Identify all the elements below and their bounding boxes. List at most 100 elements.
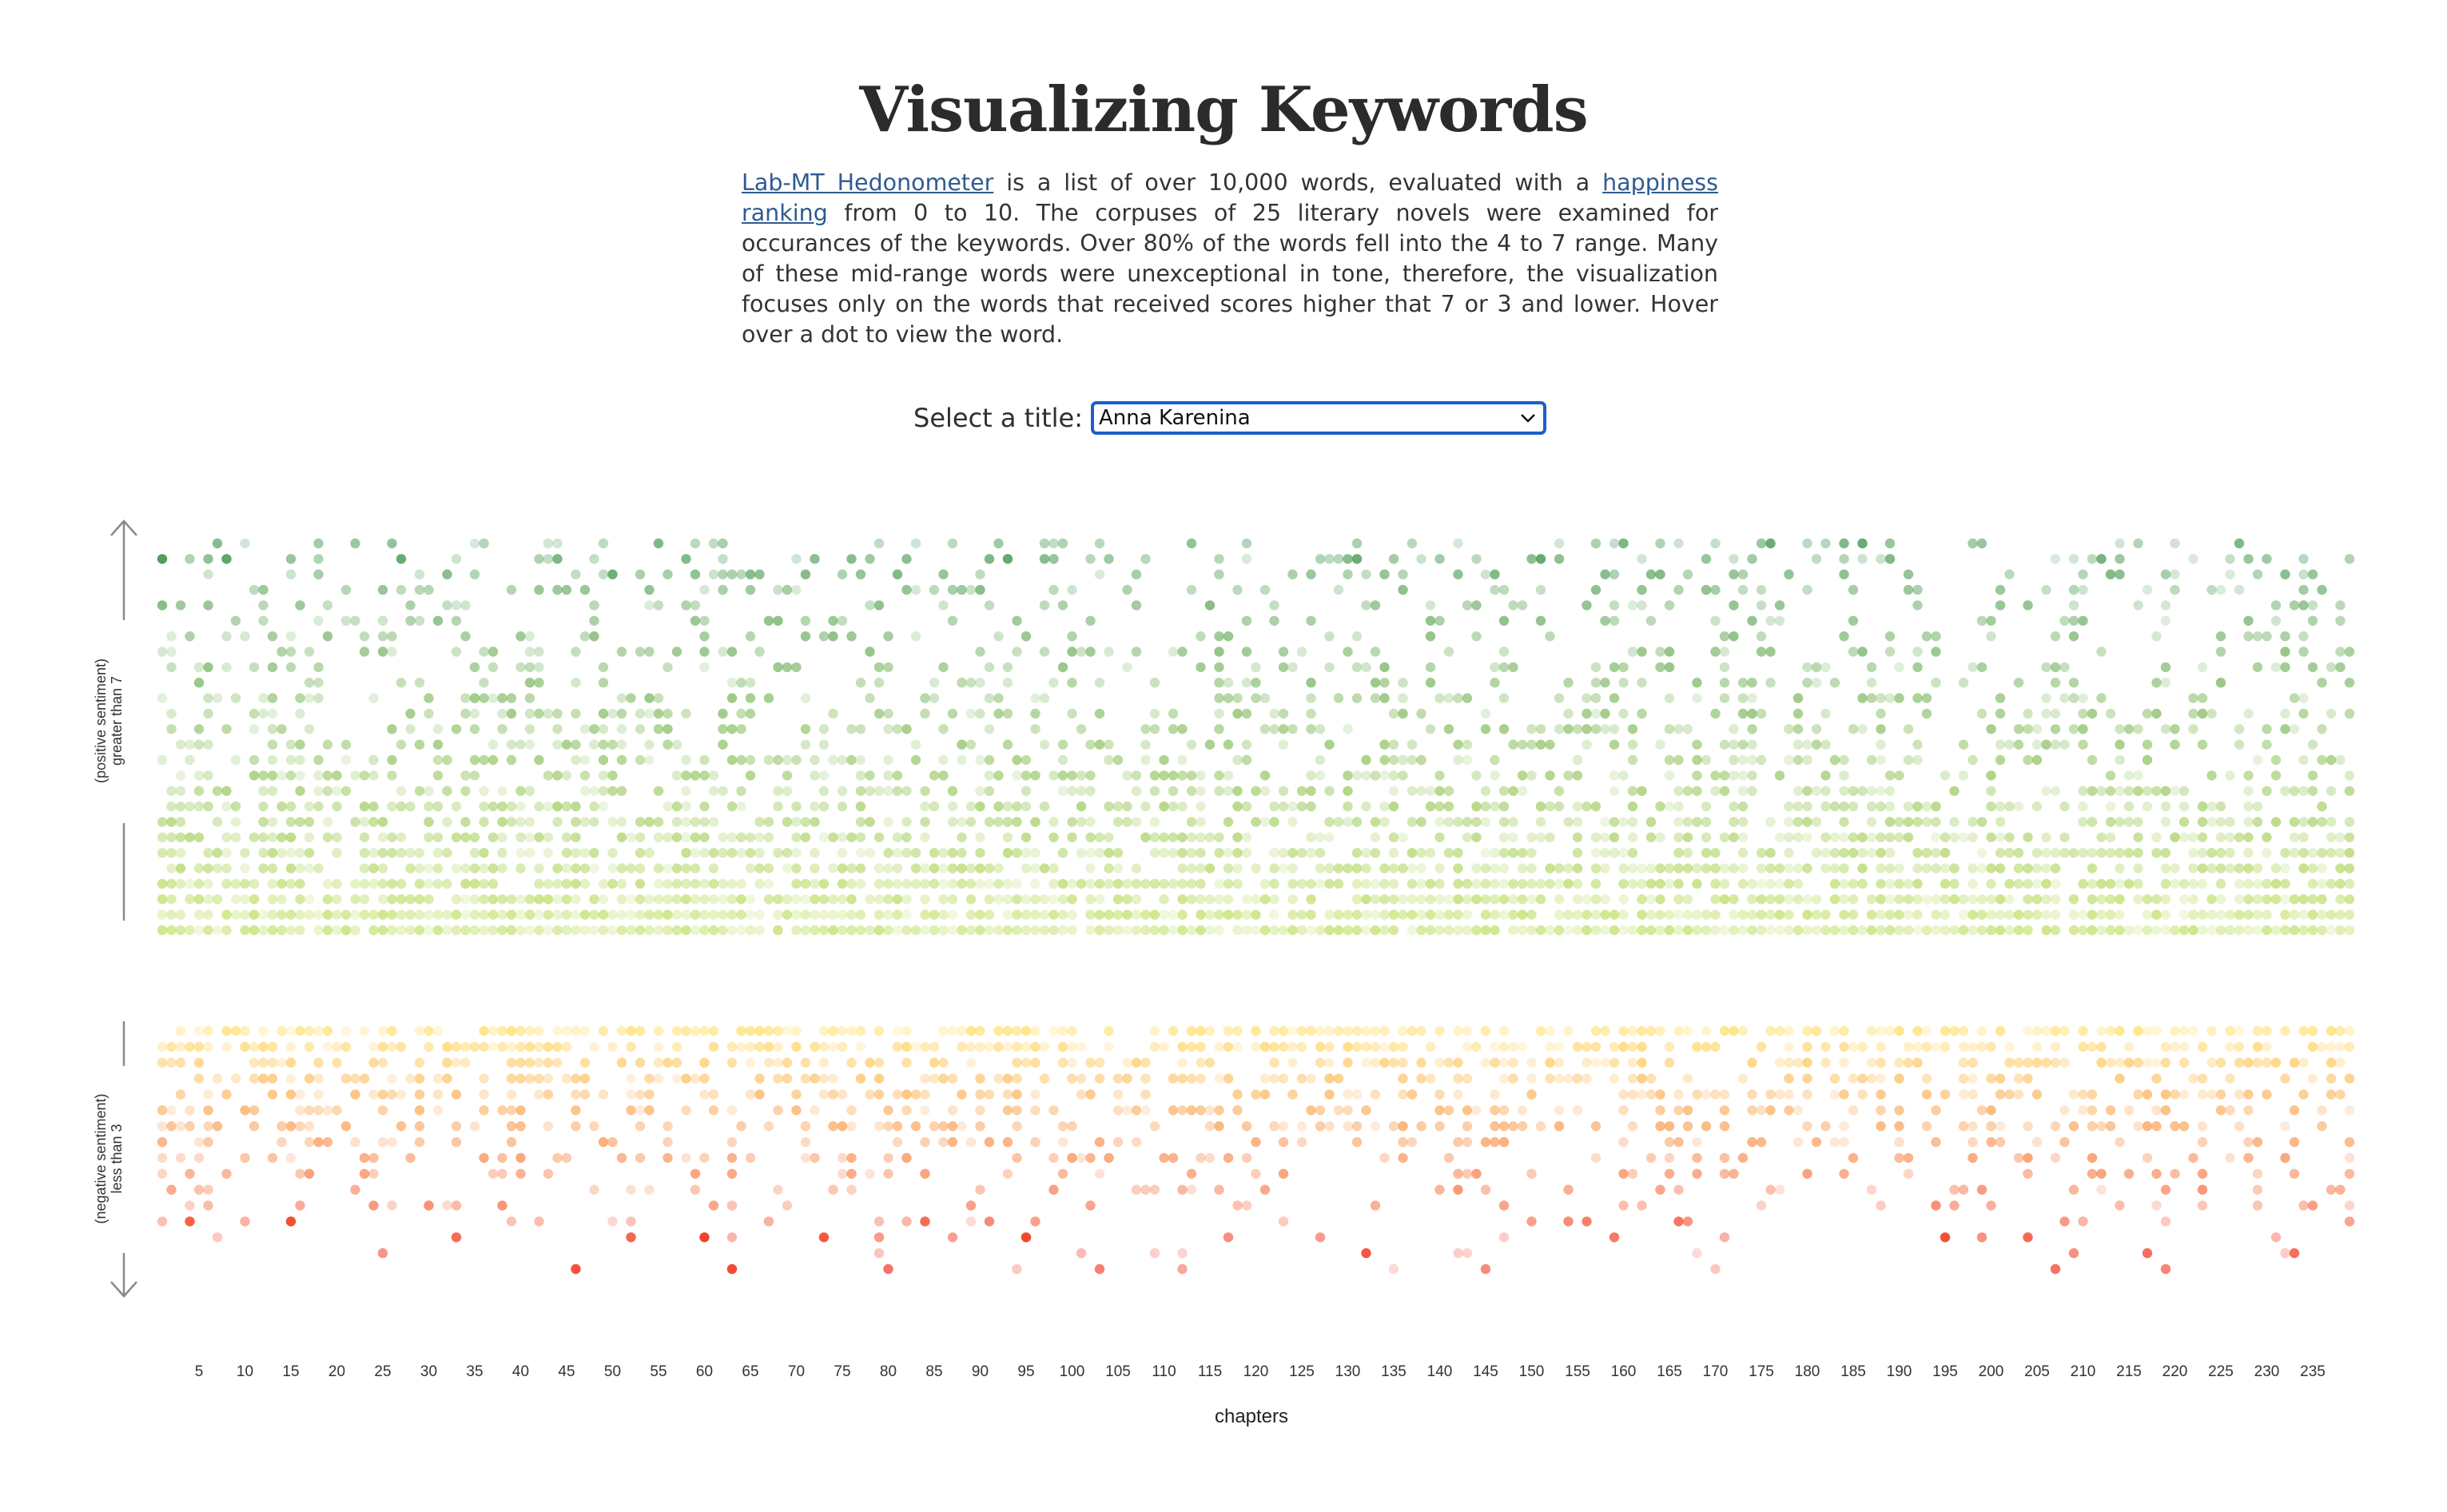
- positive-word-dot[interactable]: [1701, 863, 1712, 873]
- positive-word-dot[interactable]: [754, 569, 765, 579]
- positive-word-dot[interactable]: [203, 739, 213, 750]
- positive-word-dot[interactable]: [166, 909, 177, 920]
- positive-word-dot[interactable]: [957, 754, 967, 766]
- negative-word-dot[interactable]: [295, 1200, 305, 1211]
- negative-word-dot[interactable]: [2078, 1105, 2088, 1116]
- positive-word-dot[interactable]: [662, 739, 673, 750]
- positive-word-dot[interactable]: [2206, 770, 2217, 781]
- positive-word-dot[interactable]: [2160, 817, 2171, 827]
- positive-word-dot[interactable]: [1673, 909, 1684, 920]
- positive-word-dot[interactable]: [166, 786, 177, 796]
- positive-word-dot[interactable]: [718, 832, 728, 843]
- positive-word-dot[interactable]: [1774, 600, 1785, 611]
- positive-word-dot[interactable]: [1204, 894, 1216, 905]
- positive-word-dot[interactable]: [1259, 894, 1271, 905]
- positive-word-dot[interactable]: [497, 909, 507, 920]
- positive-word-dot[interactable]: [424, 925, 434, 936]
- positive-word-dot[interactable]: [1545, 770, 1555, 781]
- positive-word-dot[interactable]: [1765, 848, 1776, 858]
- negative-word-dot[interactable]: [571, 1073, 581, 1084]
- positive-word-dot[interactable]: [1104, 925, 1114, 936]
- negative-word-dot[interactable]: [1737, 1073, 1749, 1084]
- positive-word-dot[interactable]: [1407, 909, 1418, 920]
- positive-word-dot[interactable]: [414, 925, 425, 936]
- positive-word-dot[interactable]: [2215, 647, 2226, 657]
- positive-word-dot[interactable]: [1719, 693, 1730, 703]
- negative-word-dot[interactable]: [1370, 1041, 1381, 1052]
- negative-word-dot[interactable]: [1866, 1057, 1877, 1068]
- negative-word-dot[interactable]: [846, 1025, 857, 1037]
- positive-word-dot[interactable]: [1618, 817, 1629, 827]
- negative-word-dot[interactable]: [249, 1073, 260, 1084]
- positive-word-dot[interactable]: [2170, 584, 2180, 595]
- positive-word-dot[interactable]: [368, 754, 379, 766]
- positive-word-dot[interactable]: [1104, 848, 1114, 858]
- positive-word-dot[interactable]: [515, 863, 526, 873]
- positive-word-dot[interactable]: [414, 584, 425, 595]
- positive-word-dot[interactable]: [1140, 554, 1151, 564]
- positive-word-dot[interactable]: [1351, 925, 1363, 936]
- positive-word-dot[interactable]: [598, 801, 609, 812]
- positive-word-dot[interactable]: [1480, 817, 1491, 827]
- positive-word-dot[interactable]: [1820, 909, 1831, 920]
- negative-word-dot[interactable]: [414, 1089, 425, 1100]
- positive-word-dot[interactable]: [1839, 754, 1849, 766]
- positive-word-dot[interactable]: [1306, 724, 1316, 734]
- positive-word-dot[interactable]: [846, 554, 857, 564]
- positive-word-dot[interactable]: [1986, 863, 1996, 873]
- negative-word-dot[interactable]: [414, 1057, 425, 1068]
- positive-word-dot[interactable]: [681, 848, 691, 858]
- positive-word-dot[interactable]: [2326, 832, 2337, 843]
- negative-word-dot[interactable]: [2178, 1041, 2190, 1052]
- positive-word-dot[interactable]: [2004, 739, 2015, 750]
- positive-word-dot[interactable]: [2013, 801, 2024, 812]
- positive-word-dot[interactable]: [2317, 848, 2327, 858]
- negative-word-dot[interactable]: [1820, 1121, 1831, 1132]
- negative-word-dot[interactable]: [2023, 1025, 2033, 1037]
- positive-word-dot[interactable]: [1582, 925, 1592, 936]
- negative-word-dot[interactable]: [653, 1073, 664, 1084]
- negative-word-dot[interactable]: [1876, 1025, 1886, 1037]
- positive-word-dot[interactable]: [1839, 909, 1849, 920]
- positive-word-dot[interactable]: [718, 848, 728, 858]
- positive-word-dot[interactable]: [1784, 801, 1794, 812]
- positive-word-dot[interactable]: [1719, 925, 1730, 936]
- negative-word-dot[interactable]: [332, 1041, 342, 1052]
- positive-word-dot[interactable]: [708, 909, 719, 920]
- positive-word-dot[interactable]: [993, 708, 1004, 719]
- positive-word-dot[interactable]: [2170, 724, 2180, 734]
- negative-word-dot[interactable]: [1545, 1073, 1555, 1084]
- negative-word-dot[interactable]: [1204, 1105, 1216, 1116]
- negative-word-dot[interactable]: [920, 1105, 930, 1116]
- negative-word-dot[interactable]: [1030, 1089, 1040, 1100]
- positive-word-dot[interactable]: [1434, 863, 1445, 873]
- negative-word-dot[interactable]: [414, 1073, 425, 1084]
- negative-word-dot[interactable]: [1168, 1073, 1179, 1084]
- positive-word-dot[interactable]: [322, 894, 333, 905]
- negative-word-dot[interactable]: [1398, 1025, 1408, 1037]
- positive-word-dot[interactable]: [1379, 678, 1390, 688]
- positive-word-dot[interactable]: [193, 739, 205, 750]
- positive-word-dot[interactable]: [2317, 678, 2327, 688]
- positive-word-dot[interactable]: [479, 878, 489, 889]
- positive-word-dot[interactable]: [479, 754, 489, 766]
- positive-word-dot[interactable]: [487, 909, 499, 920]
- positive-word-dot[interactable]: [1600, 678, 1610, 688]
- positive-word-dot[interactable]: [2298, 817, 2309, 827]
- positive-word-dot[interactable]: [1196, 848, 1206, 858]
- positive-word-dot[interactable]: [800, 724, 811, 734]
- positive-word-dot[interactable]: [1912, 894, 1923, 905]
- positive-word-dot[interactable]: [1921, 708, 1932, 719]
- positive-word-dot[interactable]: [524, 724, 535, 734]
- negative-word-dot[interactable]: [1351, 1121, 1363, 1132]
- negative-word-dot[interactable]: [515, 1041, 526, 1052]
- positive-word-dot[interactable]: [1333, 925, 1344, 936]
- positive-word-dot[interactable]: [442, 878, 452, 889]
- positive-word-dot[interactable]: [1590, 848, 1601, 858]
- negative-word-dot[interactable]: [2031, 1025, 2043, 1037]
- positive-word-dot[interactable]: [193, 770, 205, 781]
- positive-word-dot[interactable]: [442, 569, 452, 579]
- positive-word-dot[interactable]: [1976, 863, 1987, 873]
- negative-word-dot[interactable]: [1196, 1041, 1206, 1052]
- positive-word-dot[interactable]: [387, 647, 397, 657]
